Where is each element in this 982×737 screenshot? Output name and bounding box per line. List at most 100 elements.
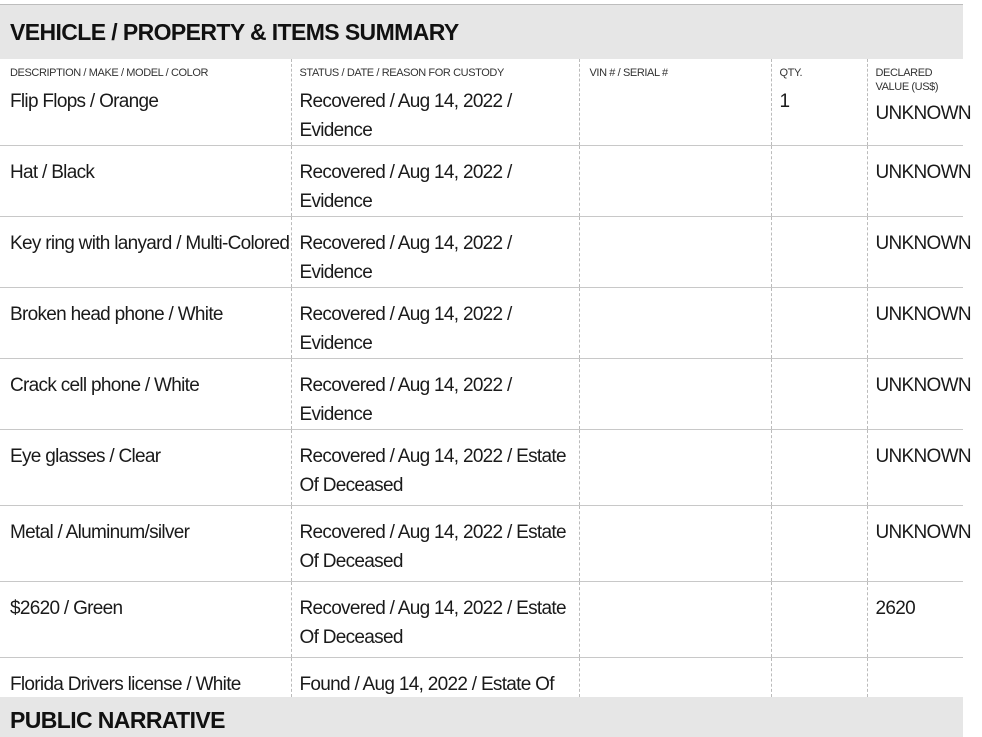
cell-content: Broken head phone / White	[0, 288, 291, 329]
cell-content: Recovered / Aug 14, 2022 / Evidence	[292, 288, 579, 358]
table-cell-status: Recovered / Aug 14, 2022 / Evidence	[290, 358, 579, 430]
cell-content	[580, 217, 771, 229]
table-cell-value: DECLARED VALUE (US$) UNKNOWN	[866, 59, 972, 146]
cell-content: Recovered / Aug 14, 2022 / Estate Of Dec…	[292, 430, 579, 500]
table-cell-description: DESCRIPTION / MAKE / MODEL / COLOR Flip F…	[0, 59, 291, 146]
items-table-body: DESCRIPTION / MAKE / MODEL / COLOR Flip F…	[0, 59, 972, 734]
table-cell-status: Recovered / Aug 14, 2022 / Evidence	[290, 216, 579, 288]
table-cell-qty	[770, 287, 867, 359]
cell-content	[772, 359, 867, 371]
table-cell-vin	[578, 358, 771, 430]
item-status: Recovered / Aug 14, 2022 / Estate Of Dec…	[299, 522, 567, 572]
item-status: Recovered / Aug 14, 2022 / Evidence	[299, 91, 513, 141]
cell-content	[772, 288, 867, 300]
cell-content: $2620 / Green	[0, 582, 291, 623]
table-cell-qty	[770, 145, 867, 217]
table-cell-status: Recovered / Aug 14, 2022 / Estate Of Dec…	[290, 505, 579, 582]
cell-content: Hat / Black	[0, 146, 291, 187]
table-cell-description: $2620 / Green	[0, 581, 291, 658]
cell-content: UNKNOWN	[868, 359, 972, 400]
cell-content	[580, 506, 771, 518]
table-cell-vin	[578, 581, 771, 658]
table-cell-qty: QTY. 1	[770, 59, 867, 146]
cell-content: Recovered / Aug 14, 2022 / Estate Of Dec…	[292, 582, 579, 652]
item-status: Recovered / Aug 14, 2022 / Evidence	[299, 233, 513, 283]
cell-content	[580, 288, 771, 300]
table-row: DESCRIPTION / MAKE / MODEL / COLOR Flip F…	[0, 59, 972, 146]
item-declared-value: UNKNOWN	[875, 446, 972, 467]
table-cell-qty	[770, 505, 867, 582]
cell-content: Recovered / Aug 14, 2022 / Estate Of Dec…	[292, 506, 579, 576]
cell-content	[580, 359, 771, 371]
item-status: Recovered / Aug 14, 2022 / Estate Of Dec…	[299, 598, 567, 648]
item-description: $2620 / Green	[10, 598, 123, 619]
cell-content: STATUS / DATE / REASON FOR CUSTODY Recove…	[292, 59, 579, 145]
cell-content	[580, 658, 771, 670]
cell-content: Eye glasses / Clear	[0, 430, 291, 471]
table-cell-description: Metal / Aluminum/silver	[0, 505, 291, 582]
section-title-vehicle-property: VEHICLE / PROPERTY & ITEMS SUMMARY	[0, 5, 963, 59]
cell-content: QTY. 1	[772, 59, 867, 116]
cell-content	[868, 658, 964, 670]
item-declared-value: UNKNOWN	[875, 522, 972, 543]
table-row: Eye glasses / Clear Recovered / Aug 14, 2…	[0, 429, 972, 506]
table-cell-value: UNKNOWN	[866, 429, 972, 506]
table-cell-value: 2620	[866, 581, 964, 658]
item-description: Flip Flops / Orange	[10, 91, 159, 112]
cell-content: VIN # / SERIAL #	[580, 59, 771, 80]
item-description: Metal / Aluminum/silver	[10, 522, 190, 543]
table-cell-vin	[578, 287, 771, 359]
table-cell-vin	[578, 505, 771, 582]
cell-content: Recovered / Aug 14, 2022 / Evidence	[292, 359, 579, 429]
table-cell-status: STATUS / DATE / REASON FOR CUSTODY Recove…	[290, 59, 579, 146]
table-cell-qty	[770, 358, 867, 430]
table-cell-description: Broken head phone / White	[0, 287, 291, 359]
table-cell-status: Recovered / Aug 14, 2022 / Estate Of Dec…	[290, 429, 579, 506]
cell-content: DECLARED VALUE (US$) UNKNOWN	[868, 59, 972, 128]
table-cell-qty	[770, 429, 867, 506]
cell-content	[580, 146, 771, 158]
cell-content	[772, 430, 867, 442]
cell-content: UNKNOWN	[868, 430, 972, 471]
top-divider	[0, 4, 963, 5]
cell-content: UNKNOWN	[868, 146, 972, 187]
table-row: Hat / Black Recovered / Aug 14, 2022 / Ev…	[0, 145, 972, 217]
item-declared-value: UNKNOWN	[875, 304, 972, 325]
table-cell-description: Eye glasses / Clear	[0, 429, 291, 506]
cell-content: Recovered / Aug 14, 2022 / Evidence	[292, 217, 579, 287]
item-declared-value: UNKNOWN	[875, 162, 972, 183]
items-table: DESCRIPTION / MAKE / MODEL / COLOR Flip F…	[0, 59, 972, 734]
cell-content: DESCRIPTION / MAKE / MODEL / COLOR Flip F…	[0, 59, 291, 116]
cell-content: UNKNOWN	[868, 288, 972, 329]
table-cell-value: UNKNOWN	[866, 287, 972, 359]
table-cell-vin	[578, 216, 771, 288]
table-cell-value: UNKNOWN	[866, 358, 972, 430]
cell-content: 2620	[868, 582, 964, 623]
item-description: Eye glasses / Clear	[10, 446, 161, 467]
table-cell-status: Recovered / Aug 14, 2022 / Evidence	[290, 287, 579, 359]
table-cell-value: UNKNOWN	[866, 216, 972, 288]
cell-content: Recovered / Aug 14, 2022 / Evidence	[292, 146, 579, 216]
table-cell-description: Key ring with lanyard / Multi-Colored	[0, 216, 291, 288]
table-cell-vin	[578, 429, 771, 506]
item-description: Hat / Black	[10, 162, 95, 183]
table-row: Key ring with lanyard / Multi-Colored Rec…	[0, 216, 972, 288]
item-declared-value: UNKNOWN	[875, 103, 972, 124]
item-description: Crack cell phone / White	[10, 375, 200, 396]
item-description: Broken head phone / White	[10, 304, 223, 325]
table-cell-value: UNKNOWN	[866, 505, 972, 582]
cell-content	[772, 217, 867, 229]
item-declared-value: 2620	[875, 598, 916, 619]
cell-content	[772, 506, 867, 518]
table-cell-status: Recovered / Aug 14, 2022 / Evidence	[290, 145, 579, 217]
cell-content	[772, 582, 867, 594]
table-cell-status: Recovered / Aug 14, 2022 / Estate Of Dec…	[290, 581, 579, 658]
table-row: Metal / Aluminum/silver Recovered / Aug 1…	[0, 505, 972, 582]
cell-content: UNKNOWN	[868, 217, 972, 258]
table-cell-vin: VIN # / SERIAL #	[578, 59, 771, 146]
cell-content: UNKNOWN	[868, 506, 972, 547]
cell-content: Crack cell phone / White	[0, 359, 291, 400]
column-label-vin: VIN # / SERIAL #	[589, 67, 669, 79]
cell-content	[580, 430, 771, 442]
item-description: Florida Drivers license / White	[10, 674, 241, 695]
